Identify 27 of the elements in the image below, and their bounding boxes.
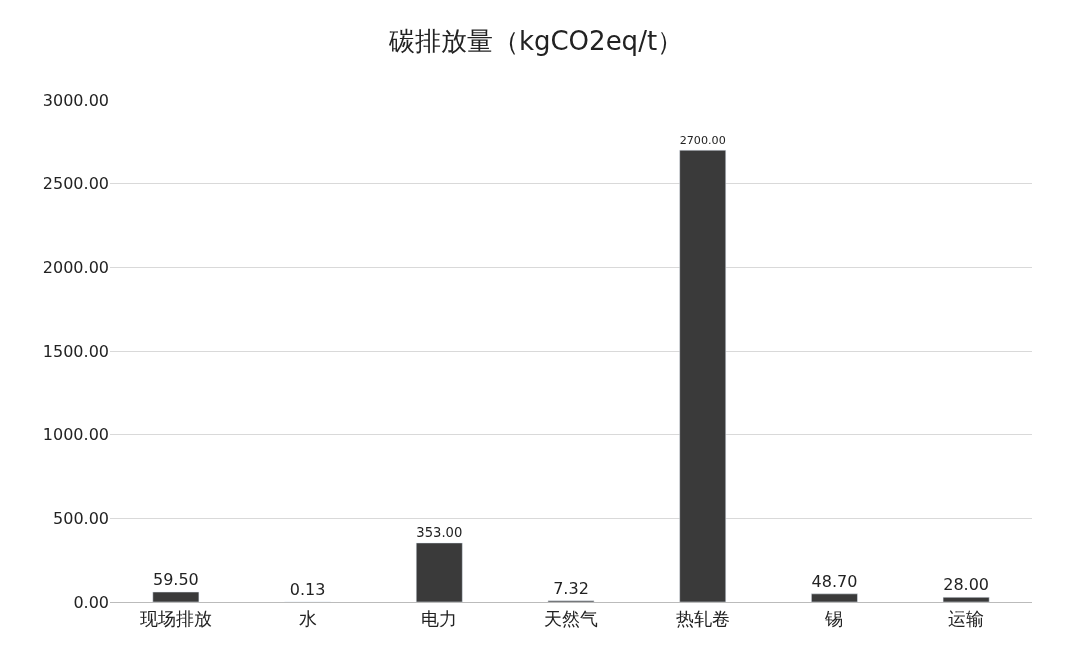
x-tick-label: 锡: [824, 607, 844, 629]
bar: [942, 597, 990, 602]
y-tick-label: 500.00: [53, 508, 109, 528]
y-tick-label: 1000.00: [42, 425, 109, 445]
x-tick-label: 运输: [948, 607, 985, 629]
data-label: 353.00: [416, 524, 463, 540]
y-tick-label: 3000.00: [42, 90, 109, 110]
y-tick-label: 2500.00: [42, 174, 109, 194]
data-label: 28.00: [943, 575, 990, 595]
y-tick-label: 0.00: [73, 592, 109, 612]
x-tick-label: 热轧卷: [675, 607, 730, 629]
x-tick-label: 天然气: [544, 607, 598, 629]
bar: [415, 542, 463, 602]
bar: [152, 591, 200, 602]
chart-title: 碳排放量（kgCO2eq/t）: [387, 26, 684, 56]
x-tick-label: 水: [298, 607, 317, 629]
data-label: 2700.00: [679, 134, 726, 148]
y-tick-label: 1500.00: [42, 341, 109, 361]
x-tick-label: 现场排放: [139, 607, 212, 629]
bar: [811, 593, 858, 602]
data-label: 48.70: [811, 571, 858, 591]
data-label: 59.50: [152, 570, 199, 590]
data-label: 7.32: [553, 578, 589, 598]
bar: [679, 149, 727, 602]
data-label: 0.13: [289, 579, 326, 599]
x-tick-label: 电力: [421, 607, 458, 629]
y-tick-label: 2000.00: [42, 257, 109, 277]
